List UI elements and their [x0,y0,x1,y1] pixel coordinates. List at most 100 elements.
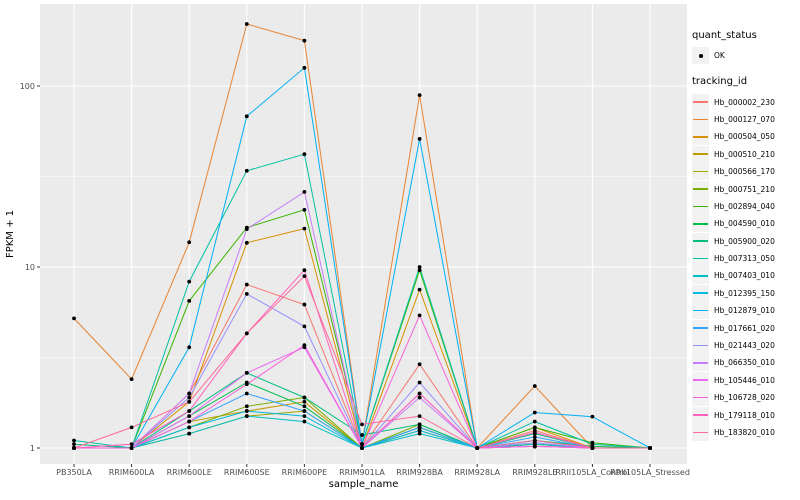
data-point [302,324,307,329]
legend-key-box [692,232,709,250]
legend-key-box [692,337,709,355]
legend-item-Hb_000504_050: Hb_000504_050 [692,128,800,146]
x-tick-label: RRII105LA_Stressed [610,468,690,477]
data-point [244,114,249,119]
data-point [187,240,192,245]
legend-title-tracking-id: tracking_id [692,76,748,88]
legend-item-Hb_106728_020: Hb_106728_020 [692,389,800,407]
legend-key-box [692,215,709,233]
x-tick-label: PB350LA [56,468,92,477]
data-point [129,425,134,430]
data-point [302,419,307,424]
legend-key-box [692,180,709,198]
data-point [244,331,249,336]
line-swatch-icon [693,118,708,121]
data-point [590,442,595,447]
data-point [302,274,307,279]
x-tick-label: RRIM901LA [339,468,385,477]
data-point [187,391,192,396]
data-point [244,391,249,396]
data-point [244,370,249,375]
data-point [648,446,652,450]
legend-key-box [692,163,709,181]
x-tick-label: RRIM600PE [282,468,328,477]
x-tick-label: RRIM600LA [109,468,155,477]
legend-item-label: Hb_066350_010 [714,358,775,368]
data-point [417,391,422,396]
legend-item-label: Hb_179118_010 [714,410,775,420]
legend-item-Hb_021443_020: Hb_021443_020 [692,337,800,355]
data-point [417,137,422,141]
data-point [129,377,134,382]
y-tick-label: 1 [30,444,35,453]
x-tick-label: RRIM600SE [224,468,270,477]
legend-item-Hb_012879_010: Hb_012879_010 [692,302,800,320]
legend-item-Hb_000510_210: Hb_000510_210 [692,145,800,163]
data-point [302,302,307,307]
data-point [129,442,134,447]
legend-key-box [692,267,709,285]
data-point [302,226,307,231]
legend-key-box [692,319,709,337]
legend-item-Hb_002894_040: Hb_002894_040 [692,197,800,215]
data-point [72,438,76,443]
data-point [244,414,249,419]
data-point [302,404,307,409]
data-point [187,395,192,400]
data-point [360,422,364,427]
data-point [532,425,537,430]
line-swatch-icon [693,188,708,190]
line-swatch-icon [693,309,708,312]
data-point [187,279,192,284]
legend-item-label: Hb_004590_010 [714,219,775,229]
line-swatch-icon [693,240,708,242]
line-swatch-icon [693,257,708,260]
data-point [417,431,422,436]
data-point [417,362,422,367]
legend-item-label: Hb_105446_010 [714,375,775,385]
data-point [187,298,192,303]
legend-key-box [692,110,709,128]
legend-item-label: Hb_106728_020 [714,393,775,403]
legend-item-Hb_183820_010: Hb_183820_010 [692,424,800,441]
data-point [129,446,134,450]
data-point [302,189,307,194]
legend-item-label: Hb_021443_020 [714,341,775,351]
legend-item-Hb_105446_010: Hb_105446_010 [692,371,800,389]
data-point [302,38,307,43]
legend-key-box [692,371,709,389]
x-tick-label: RRIM928BA [396,468,443,477]
data-point [417,287,422,292]
y-tick-label: 10 [25,263,35,272]
data-point [532,384,537,388]
data-point [360,442,364,447]
data-point [590,414,595,419]
data-point [244,292,249,296]
legend-item-label: Hb_012395_150 [714,288,775,298]
data-point [302,414,307,419]
data-point [417,265,422,269]
x-axis-title: sample_name [329,479,399,490]
data-point [417,414,422,419]
data-point [244,404,249,409]
data-point [244,382,249,387]
data-point [590,446,595,450]
line-swatch-icon [693,205,708,208]
legend-item-Hb_000751_210: Hb_000751_210 [692,180,800,198]
line-swatch-icon [693,414,708,416]
legend-item-Hb_066350_010: Hb_066350_010 [692,354,800,372]
data-point [244,282,249,287]
legend-item-label: Hb_000510_210 [714,149,775,159]
data-point [302,395,307,400]
legend-key-box [692,302,709,320]
legend-item-Hb_007403_010: Hb_007403_010 [692,267,800,285]
legend-item-label: Hb_012879_010 [714,306,775,316]
x-tick-label: RRIM600LE [167,468,212,477]
line-swatch-icon [693,170,708,173]
legend-item-label: Hb_002894_040 [714,201,775,211]
legend-item-label: OK [714,51,725,61]
legend-key-box [692,389,709,407]
line-swatch-icon [693,275,708,277]
